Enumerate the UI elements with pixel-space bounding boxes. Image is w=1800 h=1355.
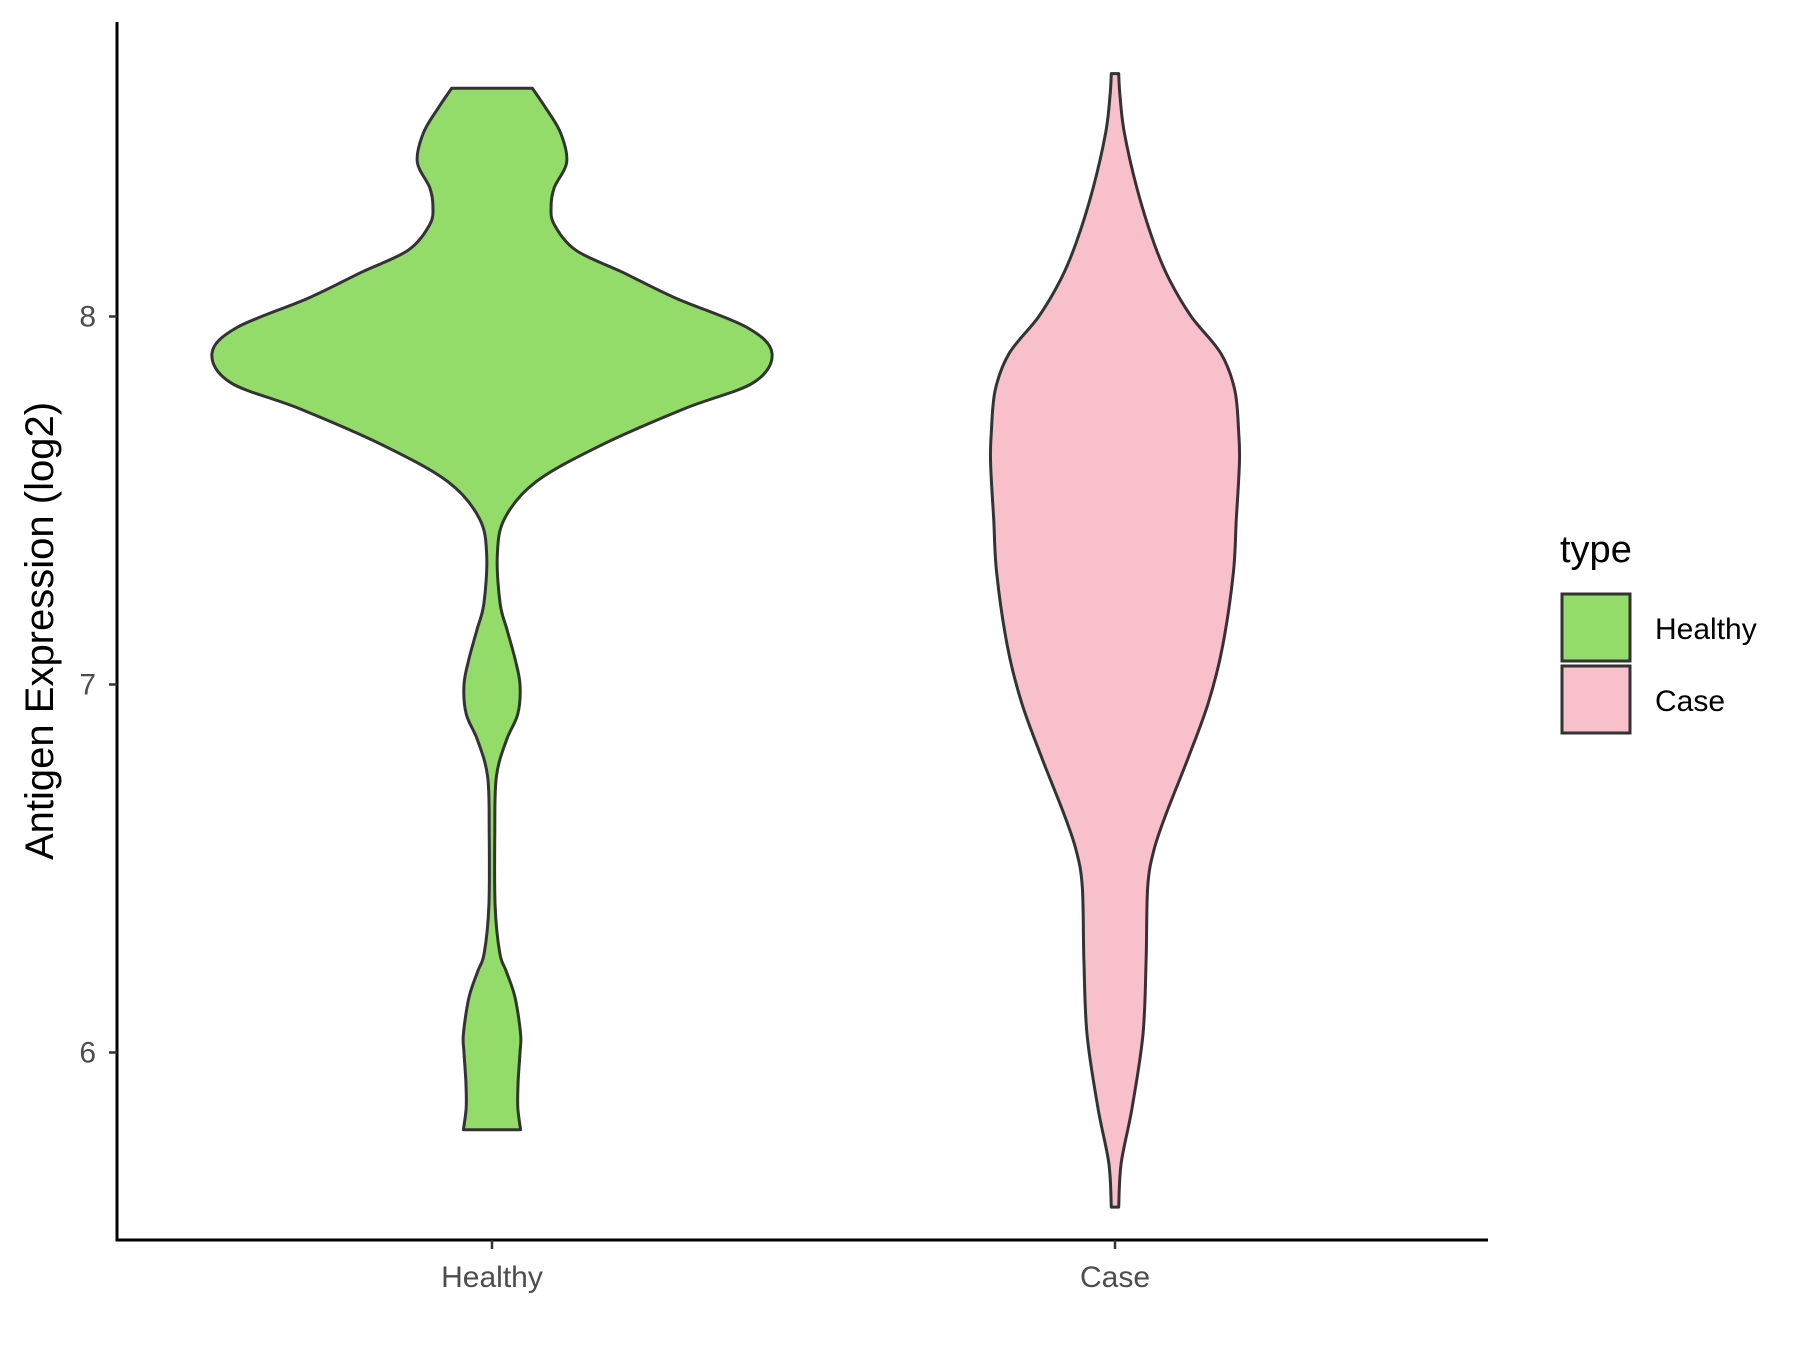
y-axis-ticks: 6 7 8 bbox=[79, 301, 117, 1070]
legend-entries: Healthy Case bbox=[1560, 592, 1757, 735]
x-tick-label: Case bbox=[1080, 1261, 1150, 1294]
legend-key-healthy bbox=[1560, 592, 1632, 663]
y-tick-label: 7 bbox=[79, 669, 96, 702]
x-tick-label: Healthy bbox=[441, 1261, 543, 1294]
y-axis-title: Antigen Expression (log2) bbox=[18, 402, 62, 860]
y-tick-label: 6 bbox=[79, 1037, 96, 1070]
legend-label-case: Case bbox=[1655, 685, 1725, 718]
violins-layer bbox=[210, 72, 1242, 1209]
x-axis-ticks: Healthy Case bbox=[441, 1240, 1150, 1294]
violin-case bbox=[988, 72, 1242, 1209]
legend-title: type bbox=[1560, 529, 1632, 571]
legend: type Healthy Case bbox=[1560, 529, 1757, 735]
legend-label-healthy: Healthy bbox=[1655, 613, 1757, 646]
legend-key-case bbox=[1560, 664, 1632, 735]
violin-healthy bbox=[210, 86, 774, 1132]
y-tick-label: 8 bbox=[79, 301, 96, 334]
